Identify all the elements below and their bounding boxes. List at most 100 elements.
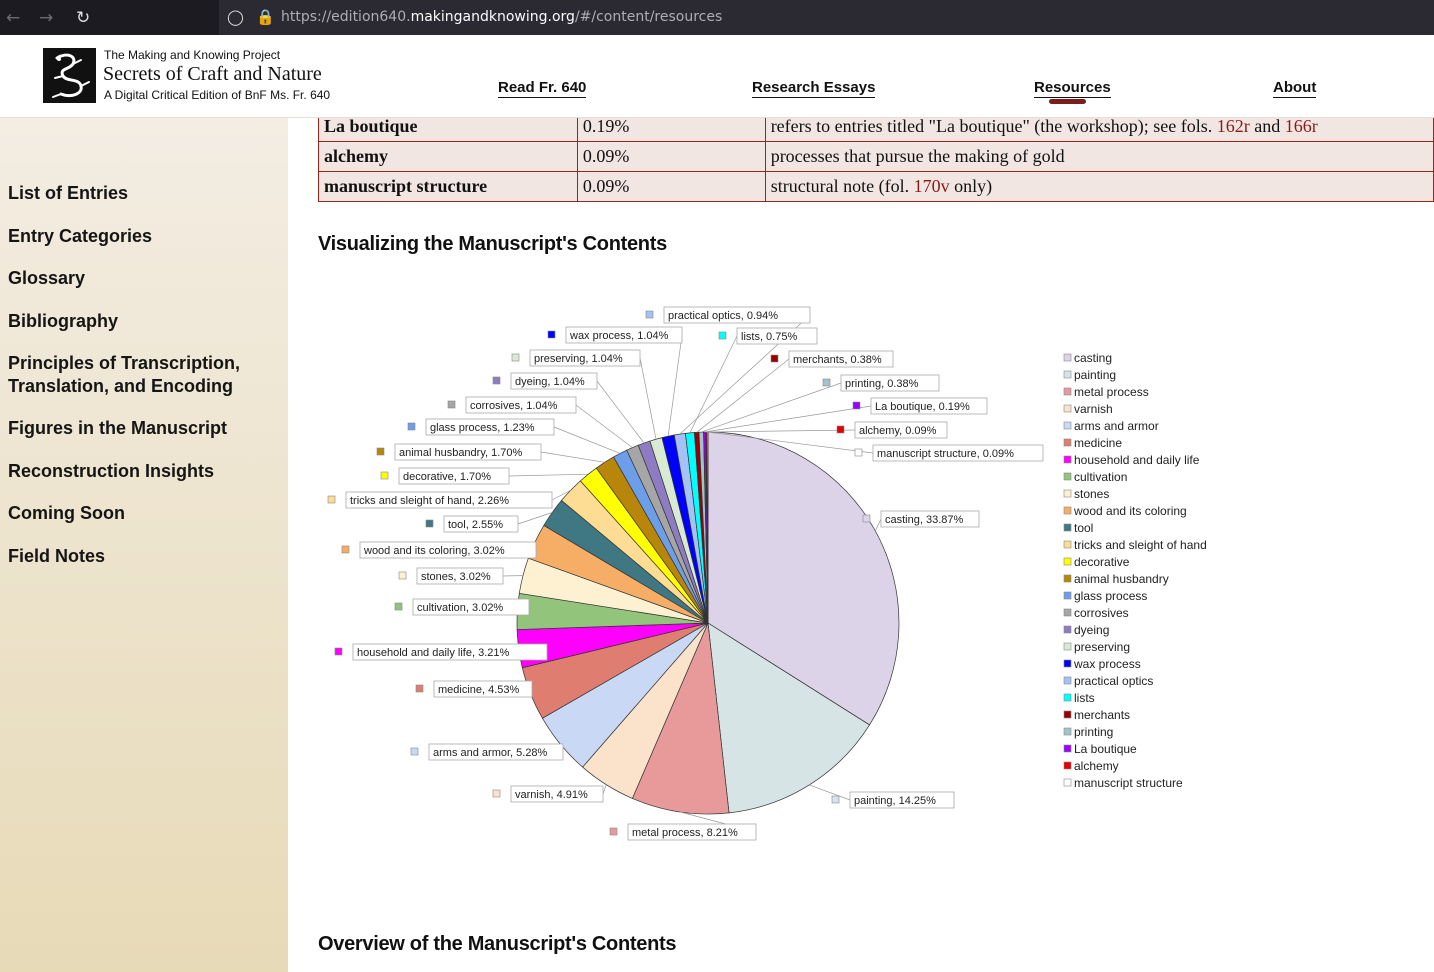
folio-link[interactable]: 166r [1284,117,1318,136]
nav-resources[interactable]: Resources [1034,79,1111,98]
legend-item-arms-and-armor: arms and armor [1074,419,1159,433]
site-pre-title: The Making and Knowing Project [104,48,281,62]
leader-line-casting [874,518,882,531]
legend-item-manuscript-structure: manuscript structure [1074,776,1183,790]
nav-about[interactable]: About [1273,79,1317,98]
label-box-manuscript-structure [872,444,1044,462]
pie-slice-painting [707,622,871,814]
legend-swatch-stones [1063,489,1072,498]
percent-cell: 0.09% [576,171,766,202]
category-cell: alchemy [318,141,578,172]
label-key-la-boutique [852,401,861,410]
label-key-dyeing [492,376,501,385]
legend-swatch-painting [1063,370,1072,379]
legend-swatch-la-boutique [1063,744,1072,753]
url-prefix: https://edition640. [281,9,411,25]
sidebar-item-principles-line2: Translation, and Encoding [8,376,234,396]
legend-item-tricks-and-sleight-of-hand: tricks and sleight of hand [1074,538,1207,552]
label-box-varnish [510,785,604,803]
nav-research-essays[interactable]: Research Essays [752,79,876,98]
legend-swatch-printing [1063,727,1072,736]
sidebar-item-bibliography[interactable]: Bibliography [8,311,119,331]
legend-swatch-metal-process [1063,387,1072,396]
folio-link[interactable]: 162r [1216,117,1250,136]
data-label-preserving: preserving, 1.04% [534,353,623,365]
label-key-casting [862,514,871,523]
description-cell: refers to entries titled "La boutique" (… [764,117,1434,142]
legend-swatch-medicine [1063,438,1072,447]
label-box-medicine [433,680,533,698]
legend-item-varnish: varnish [1074,402,1113,416]
label-key-practical-optics [645,310,654,319]
leader-line-decorative [508,473,589,477]
main-content: La boutique 0.19% refers to entries titl… [288,117,1434,972]
section-heading-overview: Overview of the Manuscript's Contents [318,933,677,955]
sidebar-item-glossary[interactable]: Glossary [8,268,86,288]
percent-cell: 0.19% [576,117,766,142]
url-path: /#/content/resources [574,9,723,25]
label-key-lists [718,331,727,340]
data-label-corrosives: corrosives, 1.04% [470,400,558,412]
sidebar-item-principles[interactable]: Principles of Transcription, Translation… [8,352,240,398]
sidebar-item-list-of-entries[interactable]: List of Entries [8,183,129,203]
shield-icon[interactable]: ◯ [227,8,244,26]
legend-swatch-merchants [1063,710,1072,719]
label-box-wax-process [565,326,683,344]
address-bar[interactable]: ◯ 🔒 https://edition640.makingandknowing.… [219,0,1434,35]
legend-item-painting: painting [1074,368,1116,382]
label-key-printing [822,378,831,387]
leader-line-tricks-and-sleight-of-hand [551,489,571,501]
sidebar-item-figures[interactable]: Figures in the Manuscript [8,418,228,438]
nav-read-fr-640[interactable]: Read Fr. 640 [498,79,587,98]
legend-item-la-boutique: La boutique [1074,742,1137,756]
sidebar-item-reconstruction-insights[interactable]: Reconstruction Insights [8,461,215,481]
data-label-decorative: decorative, 1.70% [403,471,491,483]
label-box-painting [849,791,955,809]
legend-swatch-manuscript-structure [1063,778,1072,787]
label-box-household-and-daily-life [352,643,548,661]
leader-line-merchants [696,358,790,433]
data-label-casting: casting, 33.87% [885,514,963,526]
legend-item-medicine: medicine [1074,436,1122,450]
folio-link[interactable]: 170v [913,176,950,196]
leader-line-lists [689,335,738,434]
data-label-wax-process: wax process, 1.04% [569,330,669,342]
legend-item-corrosives: corrosives [1074,606,1129,620]
label-box-animal-husbandry [394,443,542,461]
lock-icon[interactable]: 🔒 [256,8,275,26]
label-key-tool [425,519,434,528]
label-box-tricks-and-sleight-of-hand [345,491,553,509]
description-text: and [1249,117,1285,136]
legend-item-glass-process: glass process [1074,589,1147,603]
sidebar-item-entry-categories[interactable]: Entry Categories [8,226,153,246]
category-pie-chart: casting, 33.87% painting, 14.25% metal pro… [327,306,1207,841]
back-arrow-icon[interactable]: ← [6,8,21,28]
sidebar-item-field-notes[interactable]: Field Notes [8,546,106,566]
data-label-la-boutique: La boutique, 0.19% [875,401,970,413]
legend-swatch-decorative [1063,557,1072,566]
legend-swatch-alchemy [1063,761,1072,770]
data-label-glass-process: glass process, 1.23% [430,422,535,434]
label-box-casting [880,510,980,528]
dragon-logo-icon[interactable] [43,48,96,103]
label-box-practical-optics [663,306,811,324]
category-cell: La boutique [318,117,578,142]
label-key-medicine [415,684,424,693]
label-box-cultivation [412,598,530,616]
legend-swatch-preserving [1063,642,1072,651]
label-box-merchants [788,350,894,368]
site-title[interactable]: Secrets of Craft and Nature [103,63,322,85]
sidebar-item-coming-soon[interactable]: Coming Soon [8,503,125,523]
label-key-arms-and-armor [410,747,419,756]
data-label-dyeing: dyeing, 1.04% [515,376,585,388]
legend-item-lists: lists [1074,691,1095,705]
reload-icon[interactable]: ↻ [76,8,91,28]
label-key-cultivation [394,602,403,611]
leader-line-tool [517,512,553,525]
forward-arrow-icon[interactable]: → [39,8,54,28]
legend-item-casting: casting [1074,351,1112,365]
legend-item-practical-optics: practical optics [1074,674,1153,688]
url-text[interactable]: https://edition640.makingandknowing.org/… [281,9,722,25]
table-row: La boutique 0.19% refers to entries titl… [318,117,1434,142]
data-label-printing: printing, 0.38% [845,378,919,390]
